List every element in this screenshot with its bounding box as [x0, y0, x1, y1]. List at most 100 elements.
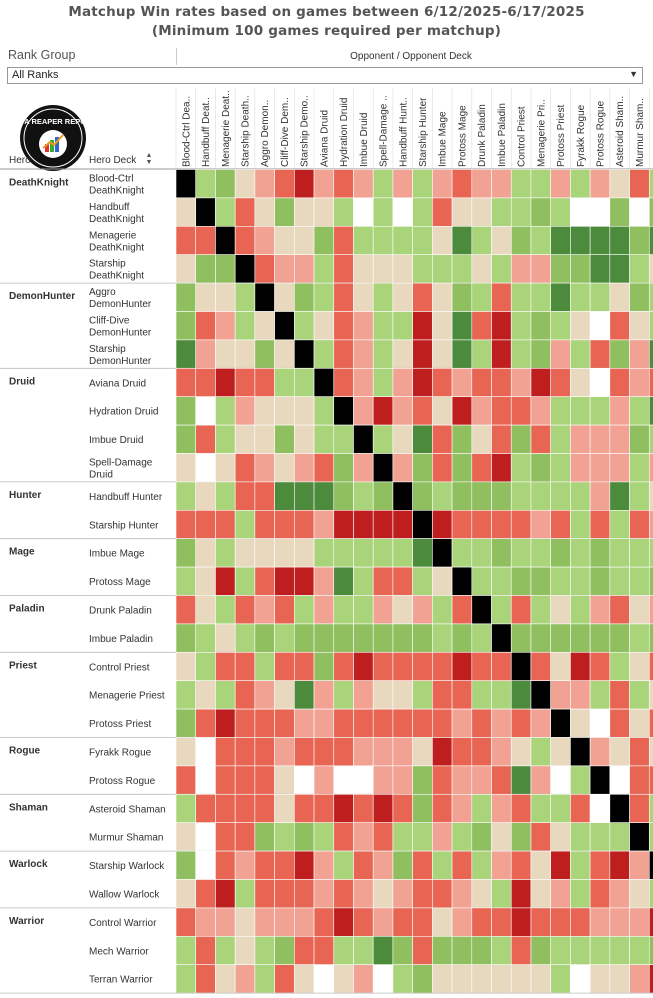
matchup-cell[interactable]: [294, 481, 315, 511]
matchup-cell[interactable]: [491, 879, 512, 909]
matchup-cell[interactable]: [570, 850, 591, 880]
matchup-cell[interactable]: [530, 708, 551, 738]
matchup-cell[interactable]: [215, 651, 236, 681]
matchup-cell[interactable]: [629, 623, 650, 653]
matchup-cell[interactable]: [353, 481, 374, 511]
matchup-cell[interactable]: [254, 850, 275, 880]
matchup-cell[interactable]: [609, 424, 630, 454]
matchup-cell[interactable]: [471, 879, 492, 909]
matchup-cell[interactable]: [254, 737, 275, 767]
matchup-cell[interactable]: [372, 481, 394, 511]
matchup-cell[interactable]: [491, 935, 512, 965]
matchup-cell[interactable]: [372, 879, 394, 909]
matchup-cell[interactable]: [629, 793, 650, 823]
matchup-cell[interactable]: [648, 623, 653, 653]
matchup-cell[interactable]: [254, 765, 275, 795]
matchup-cell[interactable]: [234, 453, 256, 483]
matchup-cell[interactable]: [274, 850, 295, 880]
matchup-cell[interactable]: [175, 367, 197, 397]
matchup-cell[interactable]: [432, 481, 453, 511]
matchup-cell[interactable]: [294, 538, 315, 568]
matchup-cell[interactable]: [491, 226, 512, 256]
matchup-cell[interactable]: [609, 254, 630, 284]
matchup-cell[interactable]: [195, 651, 216, 681]
matchup-cell[interactable]: [294, 424, 315, 454]
matchup-cell[interactable]: [510, 339, 532, 369]
matchup-cell[interactable]: [234, 737, 256, 767]
matchup-cell[interactable]: [254, 197, 275, 227]
matchup-cell[interactable]: [175, 793, 197, 823]
matchup-cell[interactable]: [570, 566, 591, 596]
matchup-cell[interactable]: [432, 367, 453, 397]
matchup-cell[interactable]: [510, 566, 532, 596]
matchup-cell[interactable]: [432, 708, 453, 738]
matchup-cell[interactable]: [589, 566, 611, 596]
matchup-cell[interactable]: [491, 169, 512, 199]
matchup-cell[interactable]: [530, 595, 551, 625]
matchup-cell[interactable]: [570, 793, 591, 823]
matchup-cell[interactable]: [629, 367, 650, 397]
sort-icon[interactable]: ▲ ▼: [145, 152, 153, 166]
matchup-cell[interactable]: [274, 226, 295, 256]
matchup-cell[interactable]: [550, 509, 571, 539]
matchup-cell[interactable]: [195, 282, 216, 312]
matchup-cell[interactable]: [609, 765, 630, 795]
matchup-cell[interactable]: [589, 822, 611, 852]
matchup-cell[interactable]: [550, 367, 571, 397]
matchup-cell[interactable]: [392, 566, 413, 596]
matchup-cell[interactable]: [412, 595, 433, 625]
matchup-cell[interactable]: [570, 226, 591, 256]
matchup-cell[interactable]: [589, 595, 611, 625]
matchup-cell[interactable]: [589, 935, 611, 965]
matchup-cell[interactable]: [589, 339, 611, 369]
matchup-cell[interactable]: [530, 907, 551, 937]
matchup-cell[interactable]: [491, 680, 512, 710]
matchup-cell[interactable]: [491, 793, 512, 823]
matchup-cell[interactable]: [195, 481, 216, 511]
matchup-cell[interactable]: [550, 282, 571, 312]
matchup-cell[interactable]: [589, 708, 611, 738]
matchup-cell[interactable]: [570, 453, 591, 483]
matchup-cell[interactable]: [609, 566, 630, 596]
matchup-cell[interactable]: [648, 538, 653, 568]
matchup-cell[interactable]: [392, 226, 413, 256]
matchup-cell[interactable]: [530, 282, 551, 312]
matchup-cell[interactable]: [589, 907, 611, 937]
matchup-cell[interactable]: [629, 254, 650, 284]
matchup-cell[interactable]: [629, 879, 650, 909]
matchup-cell[interactable]: [609, 367, 630, 397]
matchup-cell[interactable]: [491, 396, 512, 426]
matchup-cell[interactable]: [530, 226, 551, 256]
matchup-cell[interactable]: [432, 396, 453, 426]
matchup-cell[interactable]: [333, 651, 354, 681]
matchup-cell[interactable]: [629, 282, 650, 312]
matchup-cell[interactable]: [471, 822, 492, 852]
matchup-cell[interactable]: [392, 169, 413, 199]
matchup-cell[interactable]: [491, 453, 512, 483]
matchup-cell[interactable]: [392, 367, 413, 397]
matchup-cell[interactable]: [234, 595, 256, 625]
matchup-cell[interactable]: [333, 169, 354, 199]
matchup-cell[interactable]: [530, 964, 551, 994]
matchup-cell[interactable]: [392, 651, 413, 681]
matchup-cell[interactable]: [372, 169, 394, 199]
matchup-cell[interactable]: [195, 822, 216, 852]
matchup-cell[interactable]: [491, 822, 512, 852]
matchup-cell[interactable]: [215, 907, 236, 937]
matchup-cell[interactable]: [550, 254, 571, 284]
matchup-cell[interactable]: [294, 595, 315, 625]
matchup-cell[interactable]: [609, 169, 630, 199]
matchup-cell[interactable]: [530, 169, 551, 199]
matchup-cell[interactable]: [491, 339, 512, 369]
matchup-cell[interactable]: [589, 538, 611, 568]
matchup-cell[interactable]: [589, 964, 611, 994]
matchup-cell[interactable]: [471, 765, 492, 795]
matchup-cell[interactable]: [274, 509, 295, 539]
matchup-cell[interactable]: [412, 935, 433, 965]
matchup-cell[interactable]: [372, 907, 394, 937]
matchup-cell[interactable]: [333, 935, 354, 965]
matchup-cell[interactable]: [609, 708, 630, 738]
matchup-cell[interactable]: [195, 169, 216, 199]
matchup-cell[interactable]: [215, 566, 236, 596]
matchup-cell[interactable]: [648, 367, 653, 397]
